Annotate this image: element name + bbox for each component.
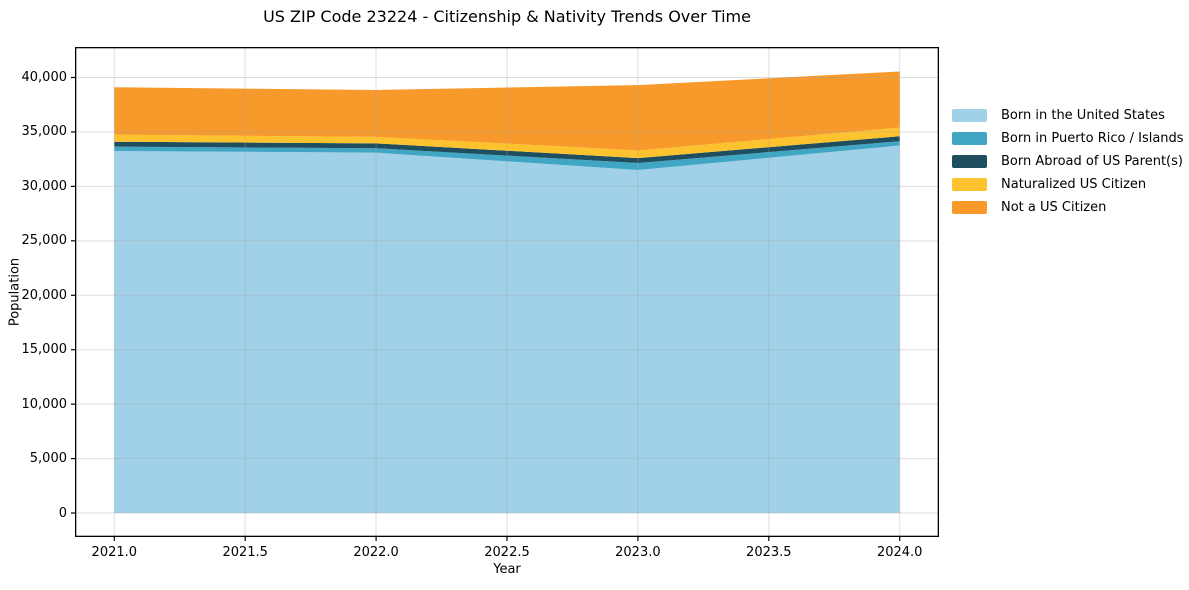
legend-swatch-icon	[952, 178, 987, 191]
legend-entry: Born Abroad of US Parent(s)	[952, 150, 1184, 173]
legend-swatch-icon	[952, 155, 987, 168]
area-series-2	[114, 136, 900, 163]
x-tick-label: 2022.5	[484, 545, 530, 560]
legend: Born in the United States Born in Puerto …	[952, 104, 1184, 219]
legend-label: Born Abroad of US Parent(s)	[1001, 154, 1183, 169]
legend-label: Naturalized US Citizen	[1001, 177, 1147, 192]
legend-entry: Born in the United States	[952, 104, 1184, 127]
legend-entry: Born in Puerto Rico / Islands	[952, 127, 1184, 150]
y-tick-label: 15,000	[21, 342, 68, 358]
area-series-1	[114, 141, 900, 171]
axes-frame	[74, 46, 940, 538]
legend-label: Not a US Citizen	[1001, 200, 1107, 215]
y-tick-label: 20,000	[21, 287, 68, 303]
y-tick-label: 40,000	[21, 70, 68, 85]
x-tick-label: 2022.0	[353, 545, 399, 560]
legend-swatch-icon	[952, 109, 987, 122]
area-series-3	[114, 127, 900, 159]
plot-area	[71, 46, 940, 541]
y-tick-label: 25,000	[21, 233, 68, 249]
y-tick-label: 10,000	[21, 396, 68, 412]
x-tick-label: 2021.0	[91, 545, 138, 560]
y-tick-label: 5,000	[29, 451, 67, 467]
area-series-4	[114, 71, 900, 151]
chart-title: US ZIP Code 23224 - Citizenship & Nativi…	[263, 7, 751, 26]
y-tick-label: 35,000	[21, 124, 68, 140]
y-tick-label: 30,000	[21, 178, 68, 194]
legend-entry: Naturalized US Citizen	[952, 173, 1184, 196]
legend-entry: Not a US Citizen	[952, 196, 1184, 219]
legend-swatch-icon	[952, 132, 987, 145]
legend-label: Born in Puerto Rico / Islands	[1001, 131, 1184, 146]
x-tick-label: 2021.5	[222, 545, 268, 560]
x-tick-label: 2023.0	[615, 545, 661, 560]
area-series-0	[114, 145, 900, 514]
x-axis-title: Year	[493, 562, 521, 577]
x-tick-label: 2024.0	[876, 545, 923, 560]
legend-label: Born in the United States	[1001, 108, 1165, 123]
y-tick-label: 0	[58, 505, 67, 521]
legend-swatch-icon	[952, 201, 987, 214]
x-tick-label: 2023.5	[746, 545, 792, 560]
y-axis-title: Population	[7, 257, 23, 327]
